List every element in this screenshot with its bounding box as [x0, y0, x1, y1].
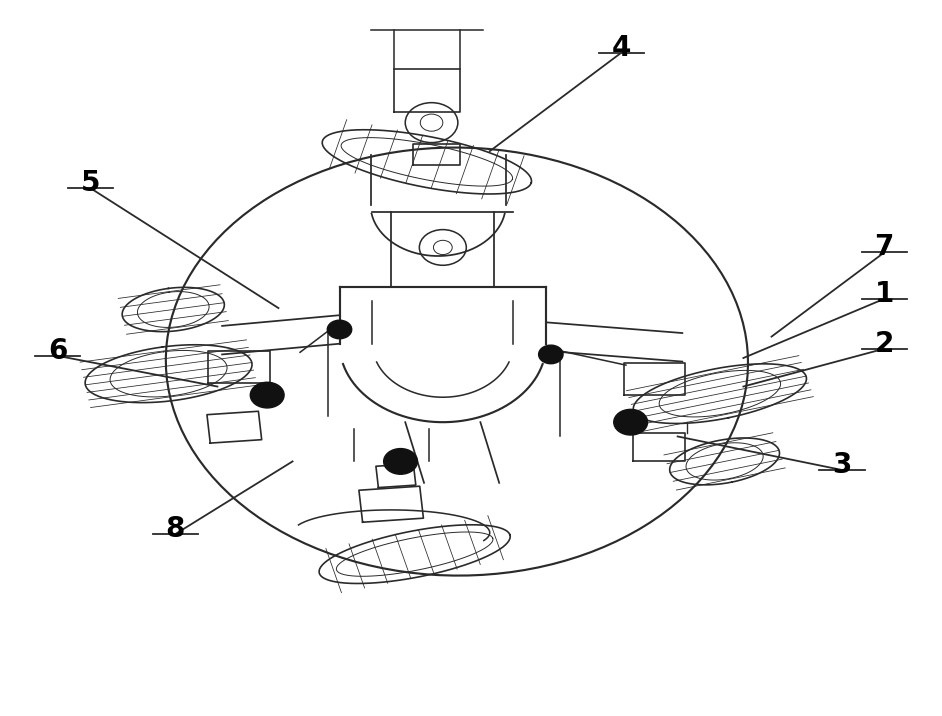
Text: 6: 6 [48, 337, 68, 365]
Circle shape [383, 449, 417, 474]
Text: 3: 3 [833, 451, 852, 479]
Circle shape [251, 382, 284, 408]
Text: 7: 7 [874, 233, 894, 261]
Circle shape [327, 320, 351, 339]
Text: 8: 8 [166, 516, 185, 543]
Text: 4: 4 [611, 34, 631, 62]
Text: 5: 5 [81, 169, 101, 198]
Text: 1: 1 [874, 280, 894, 308]
Circle shape [539, 345, 563, 364]
Text: 2: 2 [874, 330, 894, 358]
Circle shape [614, 410, 647, 435]
